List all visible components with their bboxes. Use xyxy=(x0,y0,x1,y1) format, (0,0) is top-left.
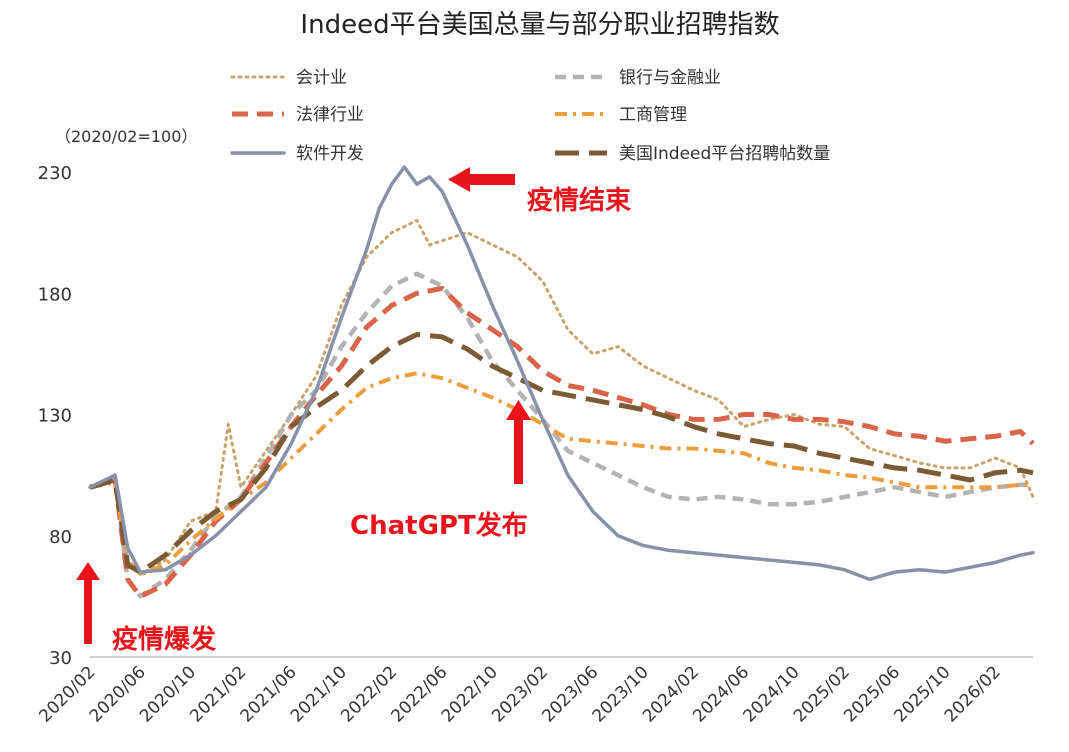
series-line xyxy=(88,165,1035,582)
legend-label: 工商管理 xyxy=(619,105,687,125)
chart-title: Indeed平台美国总量与部分职业招聘指数 xyxy=(300,10,779,40)
x-tick-label: 2026/02 xyxy=(941,662,1005,726)
legend-label: 法律行业 xyxy=(296,105,364,125)
x-axis: 2020/022020/062020/102021/022021/062021/… xyxy=(35,656,1033,726)
series-line xyxy=(89,332,1034,575)
legend-label: 会计业 xyxy=(296,68,347,88)
annotations: 疫情爆发 疫情结束 ChatGPT发布 xyxy=(76,167,632,655)
annotation-chatgpt: ChatGPT发布 xyxy=(350,510,528,541)
annotation-outbreak: 疫情爆发 xyxy=(112,624,216,655)
arrow-up-icon xyxy=(76,562,100,580)
y-tick-label: 130 xyxy=(38,406,72,427)
arrow-shaft xyxy=(84,580,92,644)
series-line xyxy=(89,371,1033,577)
unit-label: （2020/02=100） xyxy=(55,127,197,146)
legend-label: 银行与金融业 xyxy=(619,68,721,88)
y-tick-label: 180 xyxy=(38,284,72,305)
arrow-shaft xyxy=(514,420,523,484)
arrow-up-icon xyxy=(506,400,531,420)
series-line xyxy=(88,219,1035,576)
arrow-left-icon xyxy=(448,167,470,192)
series-line xyxy=(89,285,1035,599)
y-tick-label: 80 xyxy=(49,527,72,548)
legend-label: 软件开发 xyxy=(296,144,364,164)
legend-label: 美国Indeed平台招聘帖数量 xyxy=(619,144,830,164)
series-lines xyxy=(88,165,1035,599)
annotation-pandemic-end: 疫情结束 xyxy=(527,185,632,216)
y-axis: 230 180 130 80 30 xyxy=(38,163,72,669)
y-tick-label: 30 xyxy=(49,648,72,669)
arrow-shaft xyxy=(470,174,515,185)
y-tick-label: 230 xyxy=(38,163,72,184)
